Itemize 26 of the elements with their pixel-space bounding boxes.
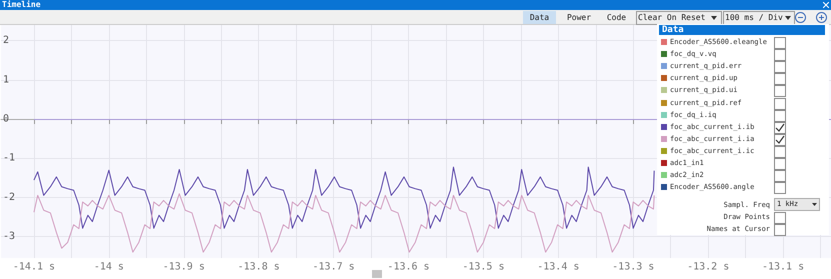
x-tick-label: -13.9 s — [162, 262, 205, 272]
x-tick-label: -14.1 s — [12, 262, 56, 272]
x-tick-label: -14 s — [94, 262, 124, 272]
text: Clear On Reset — [637, 12, 706, 24]
text: Code — [606, 12, 628, 24]
y-tick-label: -2 — [3, 192, 16, 203]
y-tick-label: 0 — [3, 113, 10, 124]
y-tick-label: 2 — [3, 35, 10, 46]
y-tick-label: -1 — [3, 152, 16, 164]
x-tick-label: -13.3 s — [612, 262, 654, 272]
chart-title: Timeline — [2, 0, 41, 10]
x-tick-label: -13.8 s — [238, 262, 280, 272]
line-series — [33, 193, 655, 253]
x-tick-label: -13.7 s — [312, 262, 355, 272]
x-tick-label: -13.5 s — [462, 262, 504, 272]
panel-header: Data — [659, 25, 825, 35]
x-tick-label: -13.6 s — [387, 262, 430, 272]
x-tick-label: -13.1 s — [762, 262, 804, 272]
line-series — [33, 166, 655, 229]
x-tick-label: -13.4 s — [537, 262, 580, 272]
y-tick-label: -3 — [3, 230, 16, 242]
text: Power — [566, 12, 592, 24]
x-tick-label: -13.2 s — [687, 262, 730, 272]
text: Data — [523, 11, 556, 24]
y-tick-label: 1 — [3, 74, 10, 86]
text: 100 ms / Div — [724, 12, 784, 24]
